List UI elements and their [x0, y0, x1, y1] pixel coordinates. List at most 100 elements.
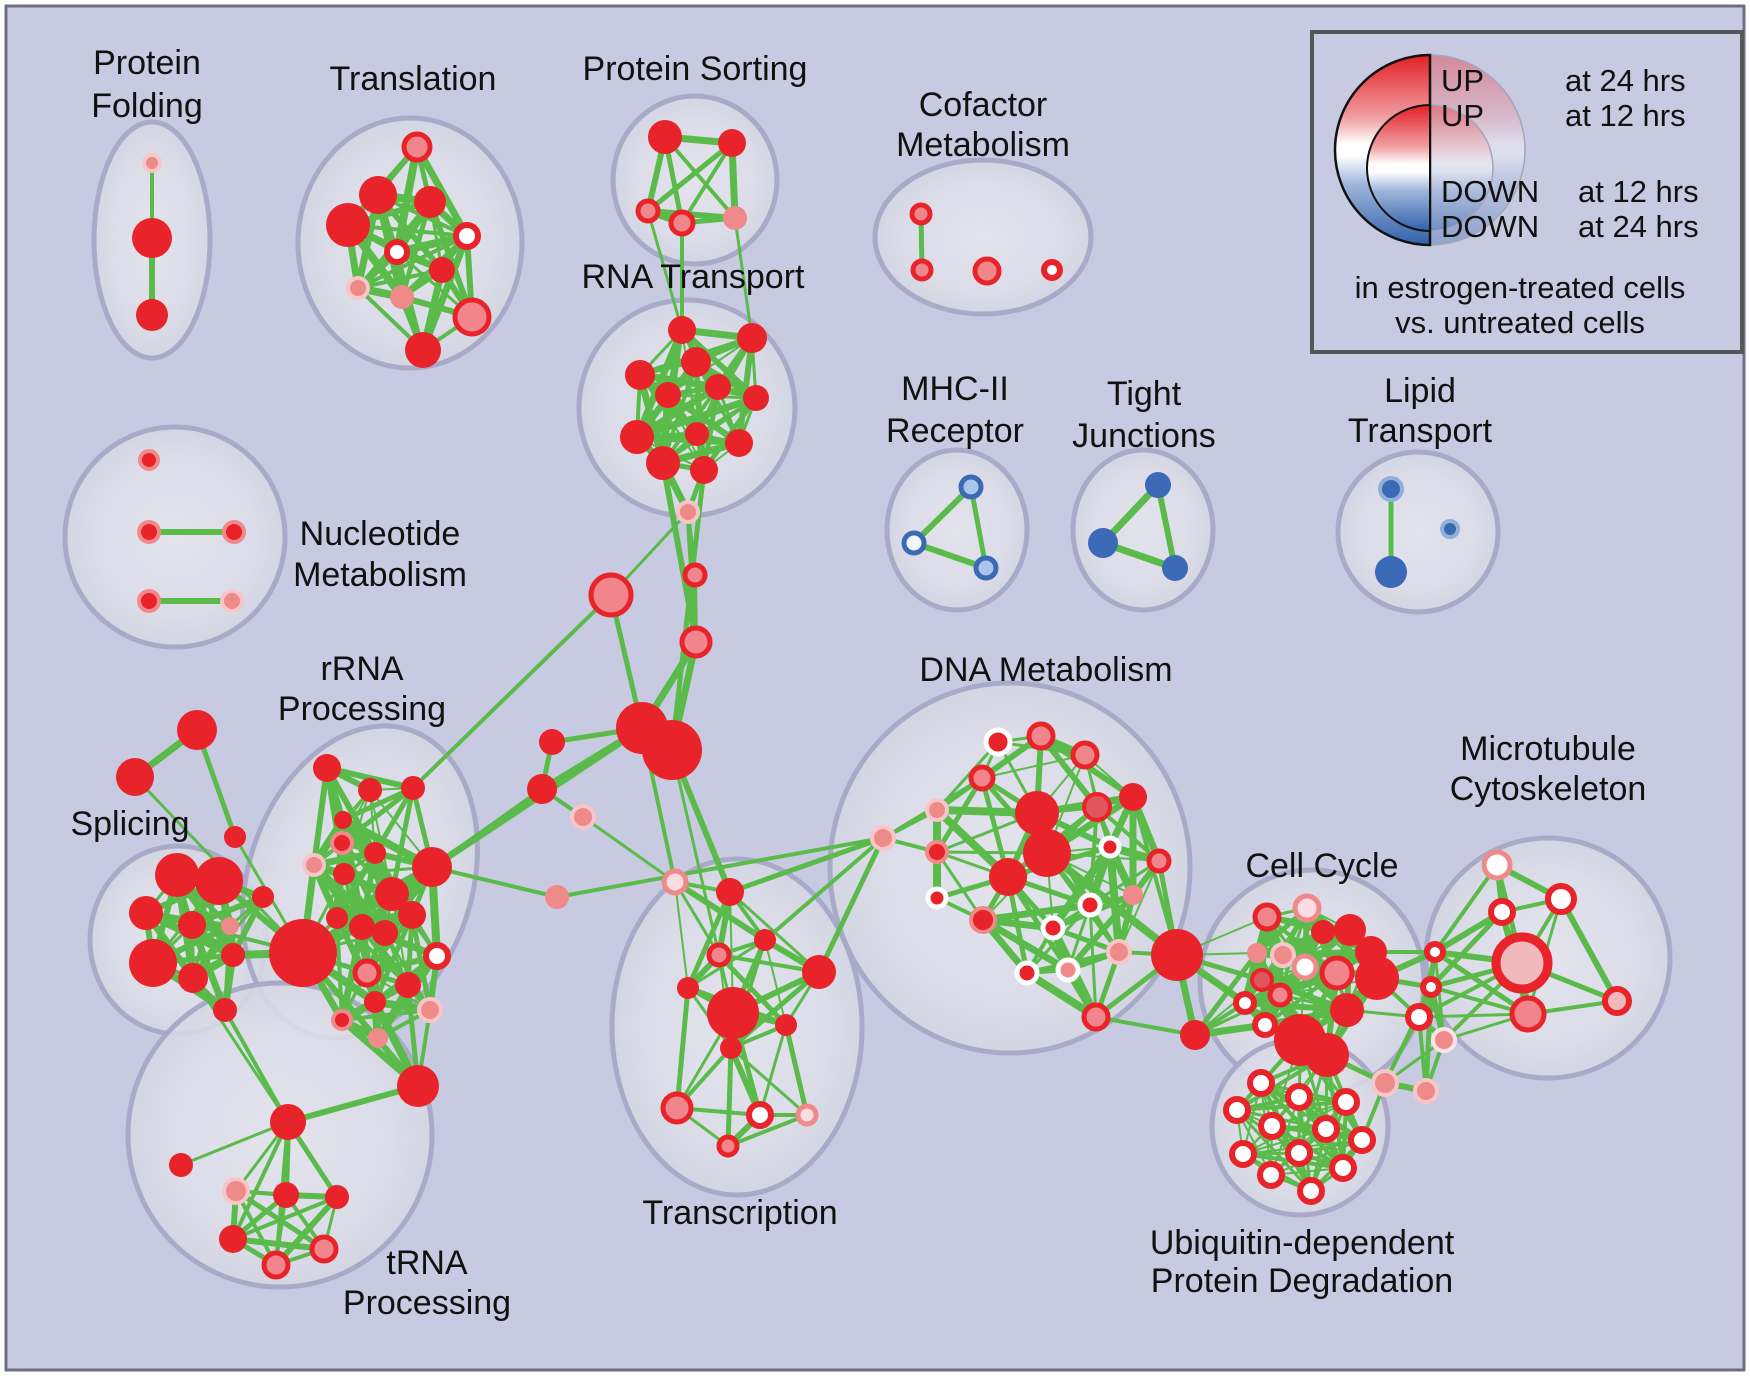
edge [674, 985, 691, 1111]
edge [1038, 733, 1100, 810]
gene-node-4 [359, 176, 397, 214]
gene-node-5 [414, 186, 446, 218]
gene-node-23 [705, 374, 731, 400]
legend-time-3: at 24 hrs [1578, 209, 1699, 244]
gene-node-137 [1055, 957, 1081, 983]
cluster-tight-junctions [1070, 447, 1216, 613]
gene-node-98 [273, 1182, 299, 1208]
edge [223, 1008, 290, 1124]
gene-node-127 [989, 858, 1027, 896]
gene-node-177 [1509, 995, 1547, 1033]
gene-node-76 [423, 942, 451, 970]
legend-direction-1: UP [1441, 98, 1484, 133]
gene-node-87 [527, 774, 557, 804]
label-dna-metabolism: DNA Metabolism [919, 651, 1172, 689]
gene-node-6 [326, 203, 370, 247]
gene-node-47 [137, 589, 161, 613]
gene-node-61 [213, 998, 237, 1022]
cluster-lipid-transport [1335, 449, 1501, 615]
gene-node-59 [221, 943, 245, 967]
edge [356, 234, 469, 290]
label-microtubule-cytoskeleton: Cytoskeleton [1450, 770, 1647, 808]
label-mhc-ii-receptor: Receptor [886, 412, 1024, 450]
edge [1049, 843, 1114, 932]
edge [1428, 909, 1505, 990]
label-cofactor-metabolism: Metabolism [896, 126, 1070, 164]
gene-node-90 [682, 562, 708, 588]
label-trna-processing: Processing [343, 1284, 511, 1322]
gene-node-136 [1014, 960, 1040, 986]
gene-node-178 [1602, 986, 1632, 1016]
edge [285, 1083, 421, 1125]
edge [1433, 863, 1499, 954]
gene-node-94 [642, 720, 702, 780]
edge [934, 775, 985, 855]
gene-node-54 [129, 896, 163, 930]
gene-node-80 [417, 997, 443, 1023]
gene-node-43 [1375, 556, 1407, 588]
legend-inner-ring-faded [1429, 104, 1494, 232]
gene-node-88 [570, 804, 596, 830]
gene-node-174 [1420, 976, 1442, 998]
gene-node-2 [136, 299, 168, 331]
edge [685, 889, 733, 991]
gene-node-157 [1305, 1033, 1349, 1077]
edge [179, 1120, 290, 1167]
label-protein-folding: Protein [93, 44, 201, 82]
gene-node-173 [1424, 941, 1446, 963]
gene-node-74 [349, 914, 375, 940]
gene-node-85 [545, 885, 569, 909]
label-nucleotide-metabolism: Nucleotide [300, 515, 461, 553]
gene-node-10 [346, 276, 370, 300]
edge [758, 1023, 788, 1117]
edge [231, 1195, 339, 1241]
gene-node-105 [754, 929, 776, 951]
gene-node-72 [412, 847, 452, 887]
gene-node-126 [1023, 829, 1071, 877]
gene-node-101 [309, 1234, 339, 1264]
gene-node-147 [1247, 943, 1267, 963]
edge [356, 268, 444, 290]
gene-node-114 [795, 1103, 819, 1127]
legend-direction-3: DOWN [1441, 209, 1539, 244]
gene-node-17 [668, 209, 696, 237]
edge [273, 1194, 340, 1268]
gene-node-121 [925, 798, 949, 822]
edge [411, 593, 613, 790]
gene-node-129 [925, 886, 949, 910]
legend-inner-ring [1366, 103, 1431, 233]
gene-node-91 [588, 572, 634, 618]
edge [725, 1045, 734, 1149]
edge [1094, 1015, 1197, 1037]
gene-node-82 [368, 1028, 388, 1048]
gene-node-125 [1015, 791, 1059, 835]
gene-node-77 [352, 958, 382, 988]
gene-node-138 [1040, 915, 1066, 941]
gene-node-83 [269, 919, 337, 987]
edge [680, 141, 734, 225]
gene-node-167 [1329, 1154, 1357, 1182]
edge [729, 1046, 809, 1117]
gene-node-79 [364, 991, 386, 1013]
gene-node-64 [401, 776, 425, 800]
edge [1423, 984, 1434, 1094]
gene-node-84 [397, 1065, 439, 1107]
gene-node-70 [375, 877, 409, 911]
gene-node-75 [372, 920, 398, 946]
gene-node-51 [224, 826, 246, 848]
gene-node-172 [1488, 898, 1516, 926]
gene-node-119 [1070, 740, 1100, 770]
gene-node-140 [1180, 1020, 1210, 1050]
gene-node-3 [401, 131, 433, 163]
gene-node-81 [331, 1009, 353, 1031]
gene-node-163 [1312, 1115, 1340, 1143]
gene-node-112 [660, 1091, 694, 1125]
gene-node-40 [1162, 555, 1188, 581]
gene-node-92 [679, 625, 713, 659]
gene-node-0 [142, 153, 162, 173]
gene-node-139 [1151, 929, 1203, 981]
gene-node-169 [1297, 1177, 1325, 1205]
gene-node-143 [1311, 920, 1335, 944]
edge [733, 216, 754, 340]
